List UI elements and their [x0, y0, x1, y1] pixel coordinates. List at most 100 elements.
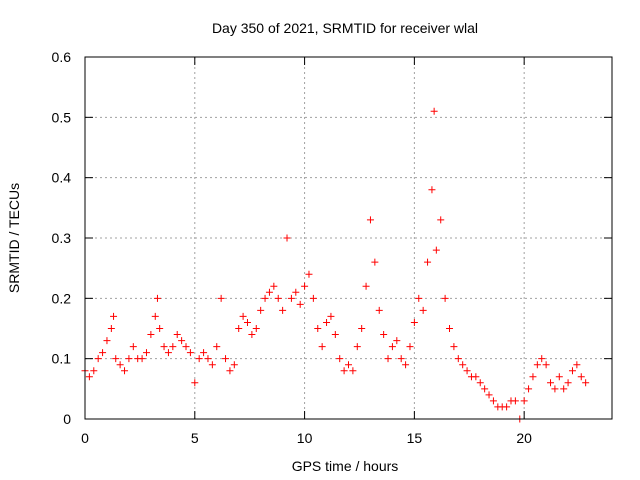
data-point — [296, 300, 304, 308]
data-point — [430, 107, 438, 115]
grid-lines — [85, 57, 612, 419]
data-point — [169, 343, 177, 351]
data-point — [454, 355, 462, 363]
data-point — [116, 361, 124, 369]
data-point — [538, 355, 546, 363]
data-point — [327, 312, 335, 320]
x-tick-label: 10 — [297, 430, 313, 446]
data-point — [301, 282, 309, 290]
data-point — [178, 337, 186, 345]
data-point — [336, 355, 344, 363]
data-point — [305, 270, 313, 278]
data-point — [481, 385, 489, 393]
data-point — [568, 367, 576, 375]
axis-ticks: 0 0.1 0.2 0.3 0.4 0.5 0.6 0 5 10 15 20 — [52, 49, 612, 446]
data-point — [415, 294, 423, 302]
data-points — [81, 107, 590, 423]
data-point — [287, 294, 295, 302]
data-point — [424, 258, 432, 266]
data-point — [428, 186, 436, 194]
data-point — [533, 361, 541, 369]
data-point — [353, 343, 361, 351]
data-point — [345, 361, 352, 369]
data-point — [110, 312, 118, 320]
y-tick-label: 0.4 — [52, 170, 72, 186]
data-point — [230, 361, 238, 369]
data-point — [121, 367, 129, 375]
data-point — [85, 373, 93, 381]
data-point — [153, 294, 161, 302]
data-point — [270, 282, 278, 290]
data-point — [397, 355, 405, 363]
data-point — [195, 355, 203, 363]
data-point — [366, 216, 374, 224]
data-point — [446, 325, 454, 332]
data-point — [142, 349, 150, 357]
data-point — [164, 349, 172, 357]
data-point — [279, 306, 287, 314]
data-point — [151, 312, 159, 320]
data-point — [560, 385, 568, 393]
y-tick-label: 0.1 — [52, 351, 72, 367]
data-point — [94, 355, 102, 363]
data-point — [208, 361, 216, 369]
data-point — [577, 373, 585, 381]
y-tick-label: 0.3 — [52, 230, 72, 246]
data-point — [547, 379, 555, 387]
data-point — [160, 343, 168, 351]
data-point — [503, 403, 511, 411]
data-point — [476, 379, 484, 387]
data-point — [362, 282, 370, 290]
data-point — [375, 306, 383, 314]
data-point — [542, 361, 550, 369]
data-point — [235, 325, 243, 332]
data-point — [582, 379, 590, 387]
data-point — [125, 355, 133, 363]
data-point — [520, 397, 528, 405]
data-point — [200, 349, 208, 357]
data-point — [371, 258, 379, 266]
data-point — [252, 325, 260, 332]
data-point — [107, 325, 115, 332]
data-point — [489, 397, 497, 405]
data-point — [309, 294, 317, 302]
data-point — [402, 361, 410, 369]
y-tick-label: 0.2 — [52, 290, 72, 306]
data-point — [388, 343, 396, 351]
x-tick-label: 5 — [191, 430, 199, 446]
data-point — [261, 294, 269, 302]
data-point — [248, 331, 256, 339]
data-point — [459, 361, 467, 369]
data-point — [323, 318, 331, 326]
data-point — [156, 325, 164, 332]
data-point — [257, 306, 265, 314]
data-point — [564, 379, 572, 387]
data-point — [314, 325, 322, 332]
data-point — [551, 385, 559, 393]
data-point — [265, 288, 273, 296]
data-point — [283, 234, 291, 242]
data-point — [340, 367, 348, 375]
data-point — [222, 355, 230, 363]
data-point — [331, 331, 339, 339]
data-point — [441, 294, 449, 302]
data-point — [511, 397, 519, 405]
data-point — [419, 306, 427, 314]
data-point — [147, 331, 155, 339]
data-point — [525, 385, 533, 393]
data-point — [318, 343, 326, 351]
data-point — [239, 312, 247, 320]
data-point — [573, 361, 581, 369]
data-point — [410, 318, 418, 326]
data-point — [217, 294, 225, 302]
chart-title: Day 350 of 2021, SRMTID for receiver wla… — [212, 20, 478, 36]
data-point — [274, 294, 282, 302]
data-point — [173, 331, 181, 339]
y-tick-label: 0.5 — [52, 109, 72, 125]
x-tick-label: 20 — [516, 430, 532, 446]
data-point — [393, 337, 401, 345]
data-point — [450, 343, 458, 351]
data-point — [463, 367, 471, 375]
x-tick-label: 0 — [81, 430, 89, 446]
